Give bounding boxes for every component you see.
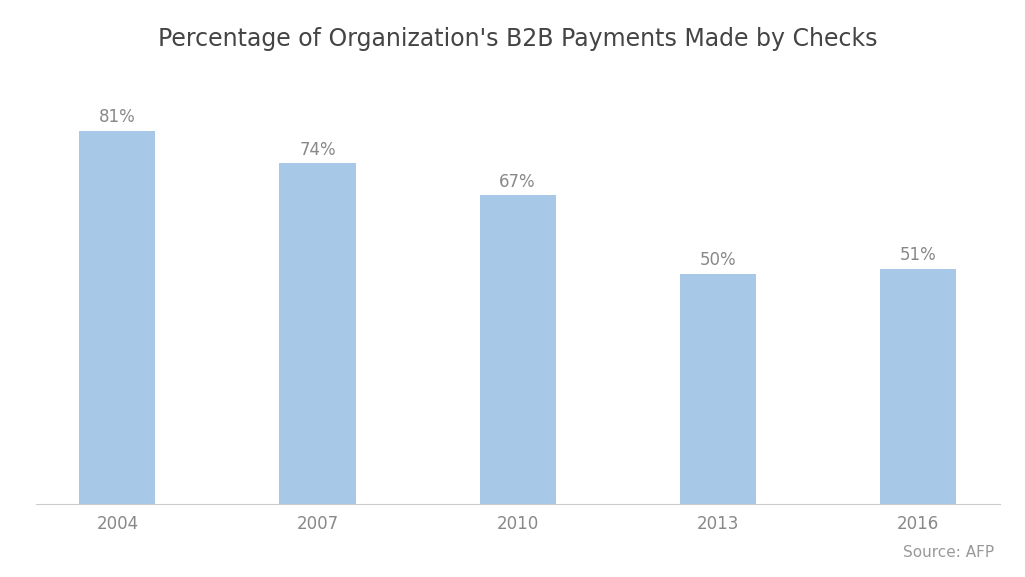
Bar [79, 131, 156, 504]
Text: 81%: 81% [99, 108, 135, 126]
Text: 51%: 51% [900, 246, 936, 264]
Text: 74%: 74% [299, 141, 336, 159]
Text: 67%: 67% [499, 173, 536, 191]
Text: 50%: 50% [699, 251, 736, 269]
Bar [680, 273, 755, 504]
Bar [280, 163, 356, 504]
Bar [480, 196, 556, 504]
Title: Percentage of Organization's B2B Payments Made by Checks: Percentage of Organization's B2B Payment… [158, 27, 877, 51]
Bar [879, 269, 956, 504]
Text: Source: AFP: Source: AFP [903, 545, 994, 560]
